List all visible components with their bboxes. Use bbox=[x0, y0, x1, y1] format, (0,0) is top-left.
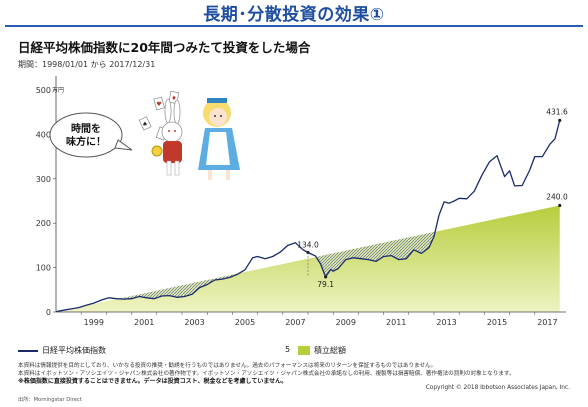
slide-title: 長期･分散投資の効果① bbox=[203, 5, 385, 25]
rabbit-icon bbox=[151, 98, 183, 176]
chart-subtitle: 日経平均株価指数に20年間つみたて投資をした場合 bbox=[18, 40, 311, 55]
data-label: 79.1 bbox=[317, 280, 334, 289]
y-tick-label: 500 bbox=[36, 86, 51, 95]
x-tick-label: 1999 bbox=[84, 318, 104, 327]
note-line-3: ※株価指数に直接投資することはできません。データは投資コスト、税金などを考慮して… bbox=[18, 378, 288, 385]
pocket-watch-icon bbox=[151, 145, 163, 157]
accumulated-legend-swatch bbox=[298, 346, 310, 355]
girl-icon bbox=[198, 98, 240, 180]
annotation-point bbox=[324, 275, 328, 279]
period-label: 期間：1998/01/01 から 2017/12/31 bbox=[18, 60, 156, 69]
legend-nikkei-label: 日経平均株価指数 bbox=[42, 346, 106, 355]
title-divider bbox=[5, 25, 583, 27]
legend-separator-label: 5 bbox=[285, 345, 291, 354]
x-tick-label: 2015 bbox=[487, 318, 507, 327]
data-label: 134.0 bbox=[297, 241, 319, 250]
x-tick-label: 2009 bbox=[336, 318, 356, 327]
speech-line-2: 味方に！ bbox=[66, 135, 106, 148]
data-label: 240.0 bbox=[546, 192, 568, 201]
legend-nikkei: 日経平均株価指数 bbox=[18, 345, 106, 356]
y-tick-label: 100 bbox=[36, 264, 51, 273]
note-line-2: 本資料はイボットソン・アソシエイツ・ジャパン株式会社の著作物です。イボットソン・… bbox=[18, 371, 515, 377]
character-illustration: 時間を 味方に！ ♥ ♦ ♠ bbox=[49, 91, 240, 180]
y-tick-label: 400 bbox=[36, 130, 51, 139]
speech-bubble bbox=[49, 112, 123, 158]
disclaimer-notes: 本資料は情報提供を目的としており、いかなる投資の推奨・勧誘を行うものではありませ… bbox=[18, 362, 578, 386]
copyright-text: Copyright © 2018 Ibbotson Associates Jap… bbox=[425, 385, 570, 391]
annotation-point bbox=[558, 203, 562, 208]
nikkei-legend-swatch bbox=[18, 349, 38, 352]
svg-text:♠: ♠ bbox=[142, 121, 147, 128]
accumulated-area bbox=[56, 205, 560, 312]
y-unit-label: 万円 bbox=[52, 87, 64, 94]
note-line-1: 本資料は情報提供を目的としており、いかなる投資の推奨・勧誘を行うものではありませ… bbox=[18, 363, 437, 369]
legend-separator: 5 bbox=[285, 345, 290, 354]
y-tick-label: 0 bbox=[46, 308, 51, 317]
data-label: 431.6 bbox=[546, 107, 568, 116]
x-tick-label: 2007 bbox=[285, 318, 305, 327]
nikkei-line bbox=[55, 120, 561, 313]
x-tick-label: 2017 bbox=[537, 318, 557, 327]
legend-accumulated-label: 積立総額 bbox=[314, 346, 346, 355]
y-tick-label: 200 bbox=[36, 219, 51, 228]
x-tick-label: 2013 bbox=[436, 318, 456, 327]
x-tick-label: 2011 bbox=[386, 318, 406, 327]
x-tick-label: 2003 bbox=[184, 318, 204, 327]
legend-accumulated: 積立総額 bbox=[298, 345, 346, 356]
y-tick-label: 300 bbox=[36, 175, 51, 184]
svg-text:♦: ♦ bbox=[171, 95, 176, 102]
investment-chart: 0 100 200 300 400 500 万円 1999 2001 2003 2005 2007 20… bbox=[36, 76, 568, 327]
annotation-point bbox=[558, 118, 562, 122]
x-tick-label: 2001 bbox=[134, 318, 154, 327]
source-text: 出所：Morningstar Direct bbox=[18, 397, 82, 403]
x-tick-label: 2005 bbox=[235, 318, 255, 327]
svg-text:♥: ♥ bbox=[156, 101, 161, 108]
speech-line-1: 時間を bbox=[71, 122, 101, 135]
